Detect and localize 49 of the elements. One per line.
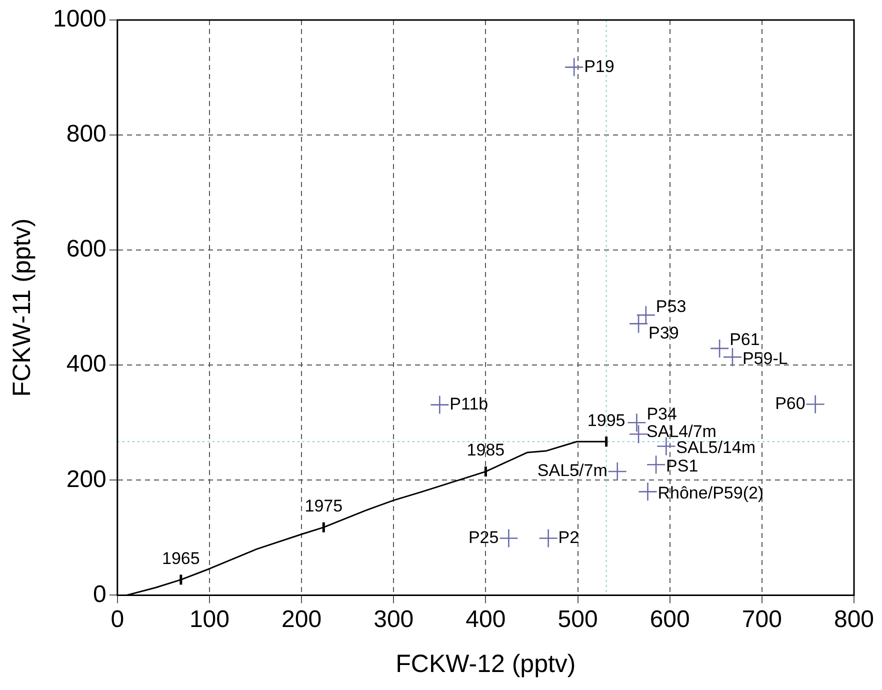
- y-axis-title: FCKW-11 (pptv): [8, 218, 36, 397]
- x-tick-label: 600: [650, 606, 690, 634]
- annotation: 1995: [587, 410, 626, 430]
- point: [564, 58, 584, 77]
- x-tick-label: 300: [374, 606, 414, 634]
- x-tick-label: 100: [189, 606, 230, 634]
- point: [499, 528, 518, 548]
- annotation: P25: [468, 528, 499, 547]
- point: [628, 424, 648, 444]
- point: [806, 394, 825, 414]
- annotation: P19: [584, 56, 614, 76]
- annotation: 1975: [304, 496, 343, 516]
- annotation: SAL5/7m: [537, 461, 608, 480]
- annotation: P60: [775, 394, 806, 413]
- x-tick-label: 400: [466, 606, 506, 634]
- point: [656, 436, 676, 456]
- annotation: 1985: [466, 440, 505, 460]
- point: [638, 482, 658, 502]
- y-tick-label: 800: [66, 120, 106, 148]
- y-tick-label: 400: [66, 350, 106, 378]
- x-tick-label: 0: [110, 606, 124, 634]
- point: [538, 528, 558, 548]
- point: [646, 454, 666, 474]
- y-tick-label: 1000: [53, 6, 106, 33]
- annotation: Rhône/P59(2): [658, 483, 764, 502]
- annotation: P61: [730, 330, 760, 350]
- x-axis-title: FCKW-12 (pptv): [396, 650, 576, 678]
- annotation: P34: [646, 404, 677, 424]
- point: [636, 305, 656, 325]
- x-tick-label: 200: [282, 606, 322, 634]
- x-tick-label: 500: [558, 606, 598, 634]
- y-tick-label: 200: [66, 466, 106, 493]
- y-tick-label: 0: [93, 580, 106, 608]
- point: [608, 462, 628, 482]
- point: [710, 338, 730, 358]
- point: [722, 347, 742, 367]
- x-tick-label: 700: [742, 606, 782, 634]
- annotation: P59-L: [742, 348, 788, 368]
- annotation: 1965: [162, 548, 200, 568]
- annotation: P11b: [450, 394, 488, 414]
- y-tick-label: 600: [66, 236, 106, 263]
- x-tick-label: 800: [834, 606, 874, 634]
- point: [628, 314, 648, 334]
- annotation: P39: [648, 323, 679, 342]
- point: [627, 412, 646, 432]
- annotation: P2: [558, 528, 580, 547]
- point: [430, 395, 450, 414]
- annotation: PS1: [666, 456, 698, 476]
- annotation: P53: [656, 296, 686, 316]
